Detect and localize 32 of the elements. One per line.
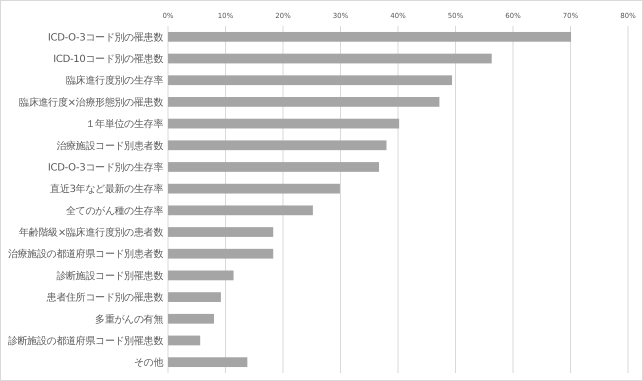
- y-tick-label: 治療施設コード別患者数: [56, 140, 164, 152]
- bar: [168, 227, 274, 237]
- y-tick-label: その他: [134, 356, 164, 369]
- bar: [168, 140, 386, 150]
- y-tick-label: 年齢階級×臨床進行度別の患者数: [19, 226, 164, 239]
- y-tick-label: 臨床進行度別の生存率: [66, 74, 164, 87]
- bar: [168, 336, 200, 346]
- y-tick-label: 治療施設の都道府県コード別患者数: [8, 248, 164, 260]
- y-tick-label: １年単位の生存率: [85, 118, 164, 130]
- bar: [168, 270, 234, 280]
- y-tick-label: ICD-O-3コード別の生存率: [48, 161, 164, 174]
- bar: [168, 184, 340, 194]
- bar: [168, 32, 572, 42]
- bar: [168, 97, 440, 107]
- bar: [168, 162, 380, 172]
- bar: [168, 248, 274, 259]
- bar: [168, 54, 492, 64]
- bar: [168, 314, 214, 324]
- bar: [168, 118, 400, 128]
- y-tick-label: 診断施設の都道府県コード別罹患数: [8, 334, 164, 347]
- y-tick-label: 直近3年など最新の生存率: [50, 183, 164, 196]
- y-tick-label: 診断施設コード別罹患数: [56, 270, 164, 282]
- bar: [168, 292, 221, 302]
- bar: [168, 205, 313, 216]
- y-tick-label: 多重がんの有無: [95, 313, 164, 326]
- bar: [168, 357, 248, 368]
- y-tick-label: 患者住所コード別の罹患数: [46, 292, 164, 304]
- y-tick-label: 臨床進行度×治療形態別の罹患数: [19, 96, 164, 108]
- y-tick-label: ICD-10コード別の罹患数: [53, 53, 164, 66]
- y-tick-label: ICD-O-3コード別の罹患数: [48, 31, 164, 44]
- bar: [168, 75, 452, 86]
- y-tick-label: 全てのがん種の生存率: [66, 204, 164, 217]
